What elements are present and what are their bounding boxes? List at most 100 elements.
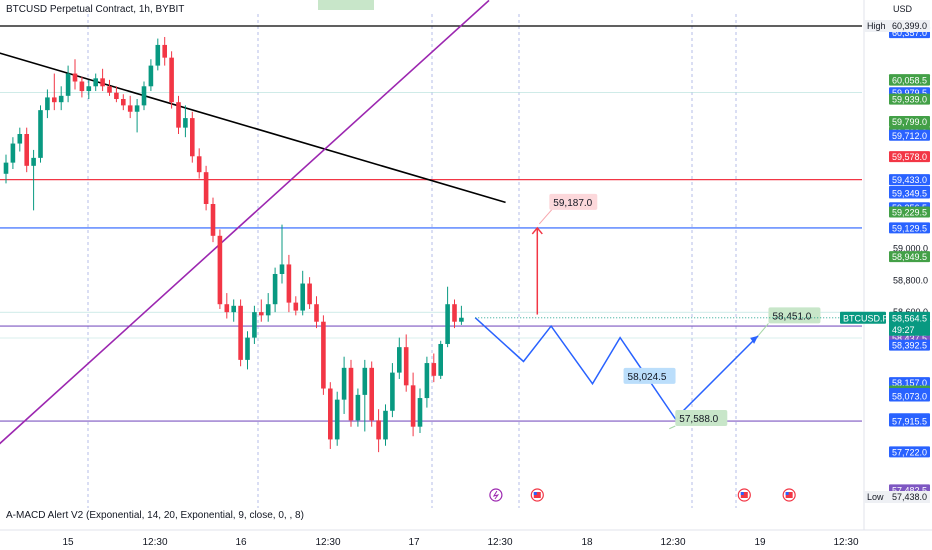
candle-body[interactable] (169, 57, 174, 103)
candle-body[interactable] (17, 134, 23, 144)
candle-body[interactable] (134, 105, 140, 112)
candle-body[interactable] (321, 321, 326, 389)
price-tick-label: 58,800.0 (893, 275, 928, 285)
candle-body[interactable] (65, 73, 71, 96)
candle-body[interactable] (79, 81, 85, 92)
candle-body[interactable] (58, 95, 64, 103)
countdown-text: 49:27 (892, 325, 915, 335)
candle-body[interactable] (355, 394, 361, 421)
candle-body[interactable] (265, 304, 271, 316)
candle-body[interactable] (286, 264, 292, 303)
offscreen-label (318, 0, 374, 10)
price-axis-badge-text: 57,915.5 (892, 417, 927, 427)
candle-body[interactable] (72, 73, 78, 82)
low-label-box (864, 491, 930, 503)
candle-body[interactable] (252, 312, 257, 338)
candle-body[interactable] (431, 363, 437, 376)
candle-body[interactable] (24, 134, 29, 166)
candle-body[interactable] (148, 65, 154, 87)
price-axis-badge-text: 59,939.0 (892, 95, 927, 105)
candle-body[interactable] (224, 304, 230, 313)
candle-body[interactable] (383, 410, 388, 440)
candle-body[interactable] (52, 97, 57, 103)
candle-body[interactable] (238, 305, 243, 360)
price-axis-badge (889, 74, 930, 86)
candle-body[interactable] (31, 157, 36, 166)
target-label-box[interactable] (675, 409, 728, 426)
candle-body[interactable] (107, 86, 112, 93)
candle-body[interactable] (114, 92, 119, 100)
candle-body[interactable] (390, 372, 395, 411)
candle-body[interactable] (452, 304, 457, 322)
candle-body[interactable] (376, 420, 381, 440)
candle-body[interactable] (127, 105, 133, 112)
label-connector (669, 425, 676, 430)
candle-body[interactable] (424, 363, 430, 399)
candle-body[interactable] (93, 78, 98, 87)
candle-body[interactable] (438, 343, 443, 376)
candle-body[interactable] (190, 118, 195, 157)
candle-body[interactable] (459, 317, 464, 322)
candle-body[interactable] (307, 283, 312, 305)
price-axis-badge (889, 174, 930, 186)
candle-body[interactable] (231, 305, 236, 313)
candle-body[interactable] (3, 162, 9, 174)
candle-body[interactable] (121, 99, 126, 106)
candle-body[interactable] (210, 203, 216, 236)
time-tick-label: 19 (754, 537, 766, 548)
time-tick-label: 17 (408, 537, 420, 548)
candle-body[interactable] (300, 283, 305, 311)
candle-body[interactable] (410, 385, 416, 427)
candle-body[interactable] (293, 302, 299, 311)
candle-body[interactable] (217, 235, 223, 305)
candle-body[interactable] (334, 399, 340, 440)
candle-body[interactable] (183, 118, 188, 128)
candle-body[interactable] (203, 172, 209, 204)
candle-body[interactable] (348, 367, 354, 421)
up-arrow-head (531, 226, 543, 235)
candle-body[interactable] (86, 86, 92, 92)
candle-body[interactable] (196, 156, 202, 173)
currency-label[interactable]: USD (893, 4, 913, 14)
candle-body[interactable] (100, 78, 105, 87)
candle-body[interactable] (279, 264, 285, 274)
trend-line[interactable] (0, 52, 506, 204)
time-tick-label: 18 (581, 537, 593, 548)
target-label-box[interactable] (768, 307, 821, 324)
candle-body[interactable] (155, 44, 161, 66)
price-axis-badge (889, 187, 930, 199)
candle-body[interactable] (445, 304, 450, 344)
current-price-badge[interactable] (889, 311, 930, 336)
candle-body[interactable] (141, 86, 147, 106)
target-label-text: 57,588.0 (679, 414, 718, 425)
indicator-legend[interactable]: A-MACD Alert V2 (Exponential, 14, 20, Ex… (6, 510, 304, 521)
candle-body[interactable] (403, 347, 409, 386)
candle-body[interactable] (259, 312, 264, 316)
candle-body[interactable] (328, 388, 333, 440)
target-label-box[interactable] (623, 367, 676, 384)
candle-body[interactable] (362, 367, 368, 395)
projection-path[interactable] (474, 317, 759, 420)
candle-body[interactable] (314, 304, 319, 322)
candle-body[interactable] (162, 44, 167, 58)
price-axis-badge (889, 415, 930, 427)
candle-body[interactable] (417, 398, 423, 427)
price-axis-badge-text: 59,229.5 (892, 208, 927, 218)
trend-line[interactable] (0, 0, 490, 445)
target-label-box[interactable] (549, 193, 598, 210)
candle-body[interactable] (341, 367, 347, 400)
candle-body[interactable] (38, 110, 43, 158)
candle-body[interactable] (176, 102, 181, 128)
candle-body[interactable] (369, 367, 374, 421)
candle-body[interactable] (45, 97, 50, 111)
candle-body[interactable] (397, 347, 402, 373)
candle-body[interactable] (245, 337, 250, 360)
candle-body[interactable] (272, 273, 278, 305)
price-axis-badge-text: 59,433.0 (892, 175, 927, 185)
symbol-tag[interactable] (840, 311, 886, 324)
candle-body[interactable] (10, 143, 16, 163)
target-label-text: 58,024.5 (628, 372, 667, 383)
price-axis-badge-text: 58,157.0 (892, 378, 927, 388)
